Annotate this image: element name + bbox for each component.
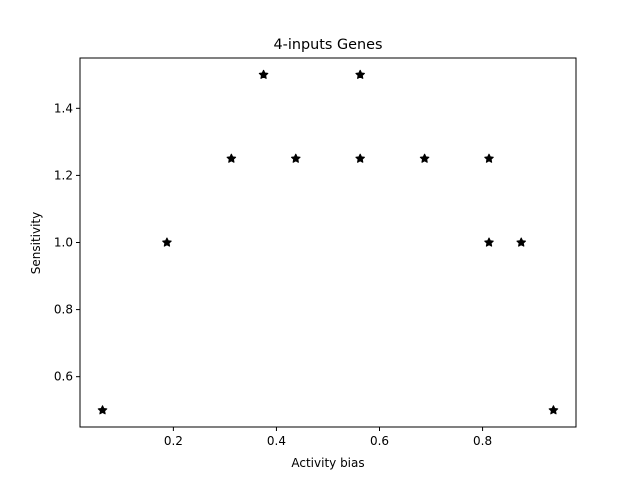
y-tick-label: 1.0 — [54, 236, 73, 250]
data-point — [162, 237, 172, 247]
data-point — [516, 237, 526, 247]
data-point — [290, 153, 301, 163]
y-tick-label: 0.6 — [54, 370, 73, 384]
x-tick-label: 0.2 — [164, 434, 183, 448]
y-axis-label: Sensitivity — [29, 212, 43, 274]
x-tick-label: 0.8 — [473, 434, 492, 448]
data-point — [484, 153, 494, 163]
plot-area: 0.2 0.4 0.6 0.8 0.6 0.8 1.0 1.2 1.4 — [54, 57, 577, 448]
x-tick-label: 0.4 — [267, 434, 286, 448]
data-point — [419, 153, 430, 163]
y-tick-label: 1.4 — [54, 101, 73, 115]
data-point — [226, 153, 237, 163]
data-point — [258, 69, 269, 79]
data-point — [355, 69, 365, 79]
y-tick-label: 1.2 — [54, 168, 73, 182]
data-point — [355, 153, 365, 163]
y-tick-label: 0.8 — [54, 303, 73, 317]
x-axis-label: Activity bias — [291, 456, 364, 470]
data-point — [484, 237, 494, 247]
data-point — [97, 405, 108, 415]
data-point — [548, 405, 559, 415]
chart-title: 4-inputs Genes — [274, 37, 383, 53]
x-tick-label: 0.6 — [370, 434, 389, 448]
